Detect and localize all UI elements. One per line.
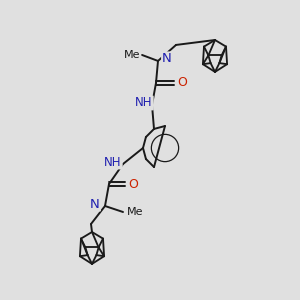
Text: Me: Me	[124, 50, 140, 60]
Text: O: O	[128, 178, 138, 190]
Text: Me: Me	[127, 207, 143, 217]
Text: NH: NH	[104, 155, 122, 169]
Text: NH: NH	[135, 96, 153, 110]
Text: N: N	[162, 52, 172, 65]
Text: O: O	[177, 76, 187, 89]
Text: N: N	[90, 197, 100, 211]
